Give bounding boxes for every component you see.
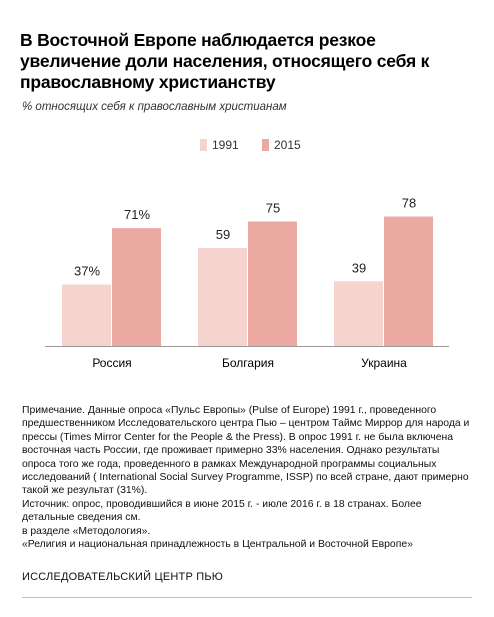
chart-notes: Примечание. Данные опроса «Пульс Европы»… — [22, 404, 472, 551]
legend-swatch-1991 — [200, 139, 207, 151]
source-text: Источник: опрос, проводившийся в июне 20… — [22, 498, 422, 524]
bar-chart: 37% 71% Россия 59 75 Болгария 39 78 Украина — [45, 196, 449, 370]
category-label-3: Украина — [361, 356, 407, 370]
value-label-1991-3: 39 — [352, 260, 366, 275]
bar-1991-3 — [334, 281, 383, 346]
value-label-2015-3: 78 — [402, 196, 416, 211]
note-text: Примечание. Данные опроса «Пульс Европы»… — [22, 405, 470, 497]
category-label-2: Болгария — [222, 356, 274, 370]
report-title-text: «Религия и национальная принадлежность в… — [22, 539, 413, 551]
organization-name: ИССЛЕДОВАТЕЛЬСКИЙ ЦЕНТР ПЬЮ — [22, 571, 224, 583]
legend-item-1991: 1991 — [200, 138, 239, 152]
bar-1991-1 — [62, 284, 111, 346]
category-label-1: Россия — [92, 356, 131, 370]
legend-item-2015: 2015 — [262, 138, 301, 152]
chart-subtitle: % относящих себя к православным христиан… — [22, 101, 287, 113]
legend-label-2015: 2015 — [274, 138, 301, 152]
value-label-1991-2: 59 — [216, 227, 230, 242]
bar-1991-2 — [198, 248, 247, 346]
value-label-2015-2: 75 — [266, 201, 280, 216]
bar-2015-3 — [384, 216, 433, 346]
value-label-2015-1: 71% — [124, 207, 150, 222]
legend-label-1991: 1991 — [212, 138, 239, 152]
footer-divider — [22, 597, 472, 598]
chart-legend: 1991 2015 — [0, 138, 494, 154]
bar-2015-1 — [112, 228, 161, 346]
legend-swatch-2015 — [262, 139, 269, 151]
methodology-text: в разделе «Методология». — [22, 525, 151, 537]
value-label-1991-1: 37% — [74, 264, 100, 279]
chart-title: В Восточной Европе наблюдается резкое ув… — [20, 30, 430, 92]
bar-2015-2 — [248, 221, 297, 346]
